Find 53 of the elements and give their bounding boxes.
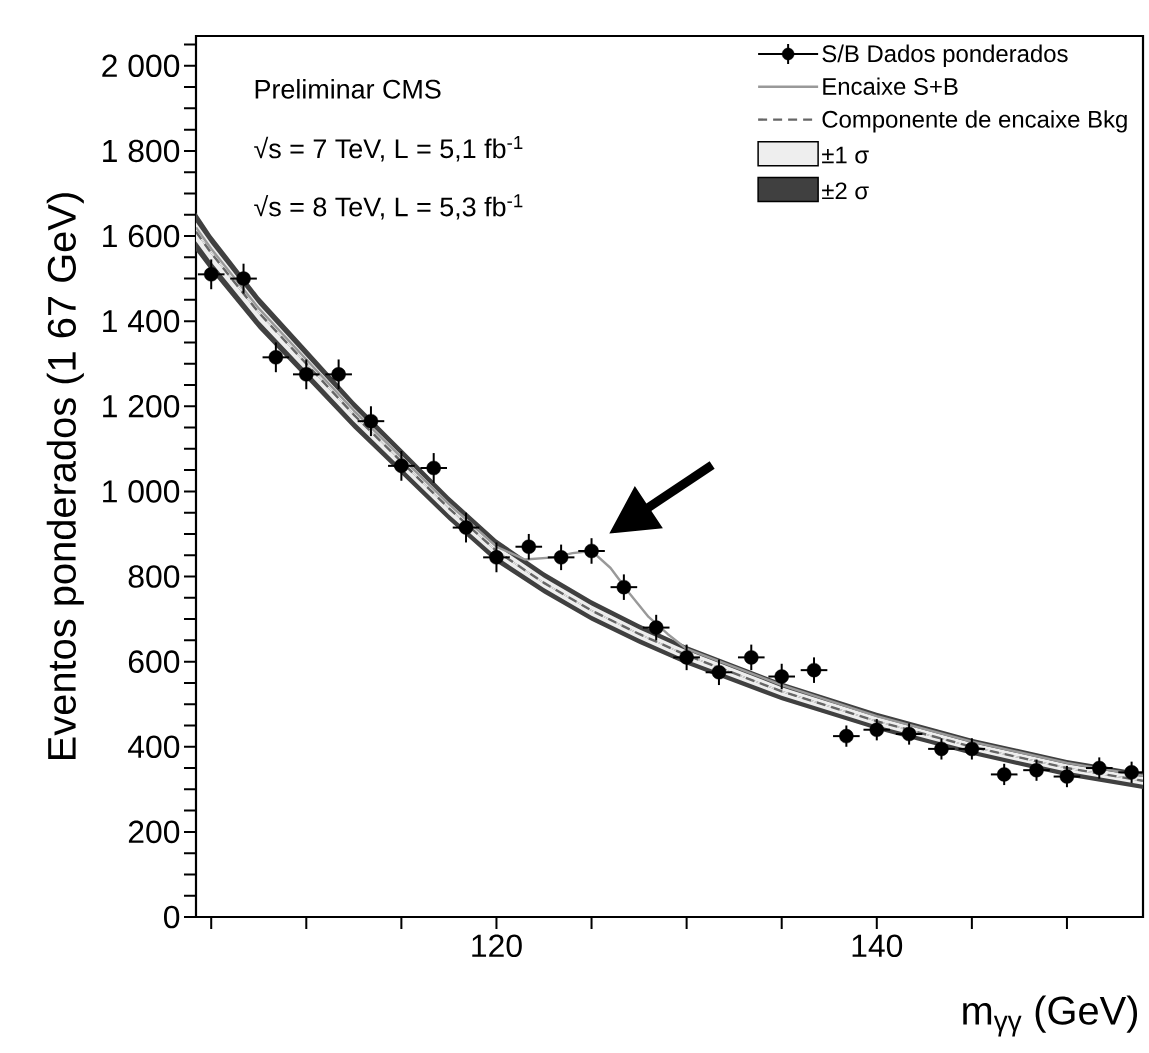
point bbox=[489, 550, 504, 565]
point bbox=[996, 767, 1012, 782]
y-tick-label: 600 bbox=[128, 650, 180, 673]
legend-label: ±2 σ bbox=[822, 182, 869, 200]
y-tick-label: 200 bbox=[128, 820, 180, 844]
annotation: √s = 8 TeV, L = 5,3 fb$^{-1}$ bbox=[254, 194, 523, 220]
point bbox=[679, 650, 694, 665]
point bbox=[774, 669, 789, 684]
point bbox=[1029, 762, 1044, 778]
point bbox=[363, 413, 379, 429]
y-tick-label: 400 bbox=[128, 735, 180, 759]
point bbox=[268, 350, 284, 365]
x-axis-title: m$_{γγ}$ (GeV) bbox=[963, 995, 1138, 1037]
y-axis-title: Eventos ponderados (1 67 GeV) bbox=[46, 193, 84, 760]
x-tick-label: 120 bbox=[472, 934, 522, 958]
legend-label: S/B Dados ponderados bbox=[822, 44, 1068, 67]
point bbox=[1124, 765, 1139, 780]
legend-label: Componente de encaixe Bkg bbox=[822, 110, 1127, 133]
point bbox=[964, 741, 980, 757]
point bbox=[744, 650, 759, 665]
point bbox=[901, 726, 917, 742]
point bbox=[1092, 760, 1107, 776]
point bbox=[458, 520, 474, 535]
point bbox=[1059, 769, 1075, 784]
point bbox=[299, 367, 314, 382]
x-tick-label: 140 bbox=[852, 934, 903, 958]
point bbox=[204, 267, 219, 282]
point bbox=[934, 741, 949, 757]
point bbox=[553, 550, 569, 565]
y-tick-label: 0 bbox=[164, 905, 180, 929]
point bbox=[584, 543, 599, 559]
point bbox=[236, 271, 251, 286]
y-tick-label: 1 800 bbox=[103, 139, 180, 163]
annotation: √s = 7 TeV, L = 5,1 fb$^{-1}$ bbox=[254, 136, 523, 162]
y-tick-label: 1 200 bbox=[103, 394, 180, 418]
point bbox=[806, 662, 822, 678]
legend-label: ±1 σ bbox=[822, 146, 869, 164]
y-tick-label: 1 400 bbox=[103, 309, 180, 333]
point bbox=[616, 579, 632, 595]
point bbox=[649, 620, 664, 635]
y-tick-label: 1 000 bbox=[103, 480, 180, 503]
y-tick-label: 1 600 bbox=[103, 224, 180, 248]
y-tick-label: 800 bbox=[128, 565, 180, 588]
point bbox=[394, 458, 409, 474]
point bbox=[839, 728, 854, 744]
point bbox=[331, 367, 346, 382]
legend-label: Encaixe S+B bbox=[823, 77, 958, 95]
y-tick-label: 2 000 bbox=[102, 54, 180, 78]
point bbox=[711, 665, 727, 680]
point bbox=[521, 539, 536, 554]
annotation: Preliminar CMS bbox=[255, 78, 441, 99]
point bbox=[426, 460, 441, 476]
point bbox=[869, 722, 884, 737]
